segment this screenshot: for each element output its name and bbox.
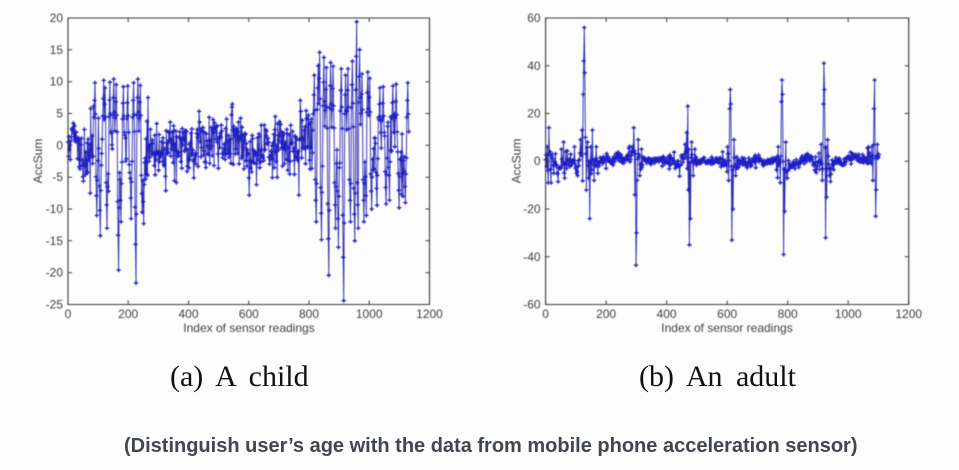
svg-text:Index of sensor readings: Index of sensor readings (183, 321, 314, 335)
svg-text:5: 5 (56, 107, 63, 121)
svg-text:20: 20 (50, 11, 64, 25)
svg-text:-10: -10 (46, 202, 64, 216)
svg-text:20: 20 (527, 107, 541, 121)
svg-text:0: 0 (542, 307, 549, 321)
svg-text:15: 15 (50, 43, 64, 57)
svg-text:Index of sensor readings: Index of sensor readings (661, 321, 792, 335)
svg-text:-15: -15 (46, 234, 64, 248)
svg-text:400: 400 (178, 307, 198, 321)
svg-text:0: 0 (56, 138, 63, 152)
svg-text:-5: -5 (52, 170, 63, 184)
svg-text:60: 60 (527, 11, 541, 25)
svg-text:-20: -20 (523, 202, 541, 216)
svg-text:600: 600 (717, 307, 737, 321)
svg-text:-25: -25 (46, 298, 64, 312)
svg-text:AccSum: AccSum (510, 139, 524, 184)
svg-text:1000: 1000 (835, 307, 862, 321)
svg-text:1200: 1200 (895, 307, 922, 321)
svg-text:400: 400 (657, 307, 677, 321)
svg-text:40: 40 (527, 59, 541, 73)
svg-text:10: 10 (50, 75, 64, 89)
svg-text:800: 800 (778, 307, 798, 321)
svg-text:-60: -60 (523, 298, 541, 312)
svg-text:600: 600 (239, 307, 259, 321)
svg-text:800: 800 (299, 307, 319, 321)
svg-text:200: 200 (596, 307, 616, 321)
svg-text:200: 200 (118, 307, 138, 321)
svg-text:AccSum: AccSum (31, 139, 45, 184)
svg-text:-20: -20 (46, 266, 64, 280)
svg-text:0: 0 (65, 307, 72, 321)
svg-text:1000: 1000 (356, 307, 383, 321)
svg-text:0: 0 (534, 154, 541, 168)
svg-text:-40: -40 (523, 250, 541, 264)
svg-text:1200: 1200 (416, 307, 443, 321)
